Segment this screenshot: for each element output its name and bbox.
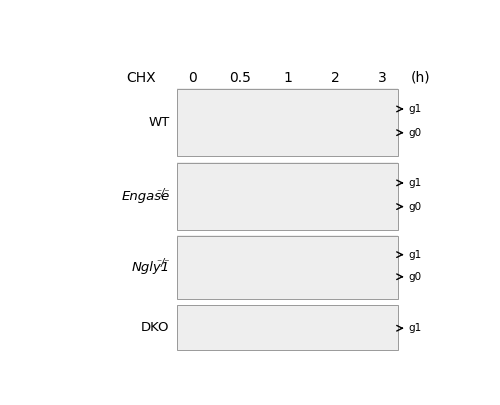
Text: g0: g0: [408, 272, 422, 282]
Bar: [177, 305, 398, 350]
Text: (h): (h): [411, 71, 430, 85]
Text: 0.5: 0.5: [229, 71, 251, 85]
Bar: [177, 236, 398, 299]
Text: 3: 3: [378, 71, 387, 85]
Text: CHX: CHX: [126, 71, 156, 85]
Text: g0: g0: [408, 202, 422, 211]
Text: Ngly1: Ngly1: [132, 261, 170, 274]
Text: g1: g1: [408, 249, 422, 260]
Bar: [177, 89, 398, 156]
Text: ⁻/⁻: ⁻/⁻: [156, 188, 170, 198]
Text: 1: 1: [283, 71, 292, 85]
Text: WT: WT: [148, 116, 170, 129]
Text: g0: g0: [408, 128, 422, 138]
Text: g1: g1: [408, 323, 422, 333]
Text: g1: g1: [408, 104, 422, 114]
Text: g1: g1: [408, 178, 422, 188]
Text: ⁻/⁻: ⁻/⁻: [156, 258, 170, 269]
Text: 0: 0: [188, 71, 197, 85]
Bar: [177, 162, 398, 230]
Text: DKO: DKO: [141, 321, 170, 334]
Text: 2: 2: [330, 71, 340, 85]
Text: Engase: Engase: [121, 190, 170, 203]
